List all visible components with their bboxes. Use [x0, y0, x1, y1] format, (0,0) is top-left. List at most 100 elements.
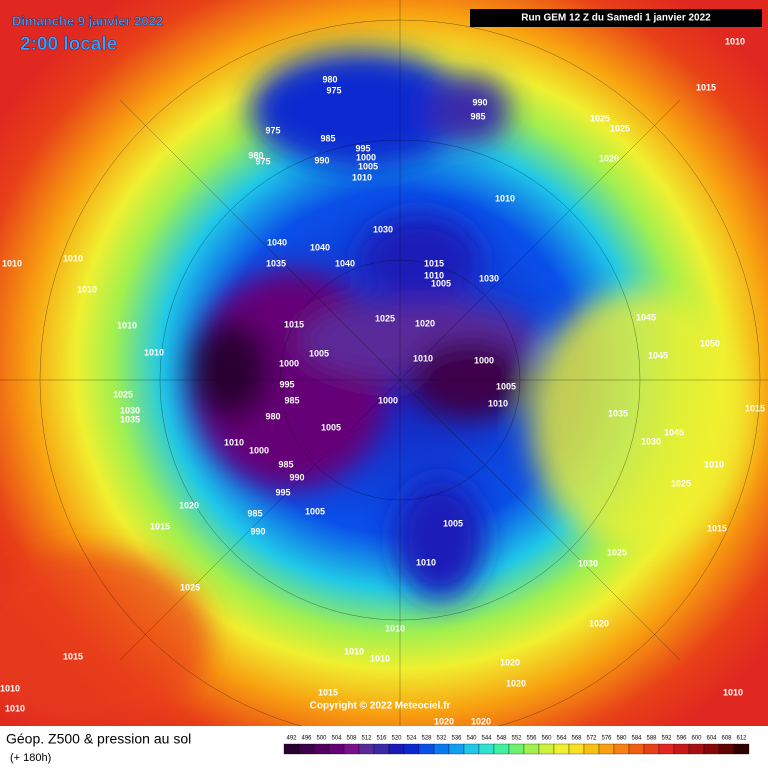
isobar-label: 1005: [443, 518, 463, 528]
isobar-label: 1025: [375, 313, 395, 323]
isobar-label: 1010: [416, 557, 436, 567]
isobar-label: 1040: [267, 237, 287, 247]
isobar-label: 1010: [77, 284, 97, 294]
legend-swatch: [463, 743, 480, 755]
legend-label: 532: [436, 736, 447, 742]
isobar-label: 990: [250, 526, 265, 536]
legend-label: 536: [451, 736, 462, 742]
legend-label: 608: [721, 736, 732, 742]
legend-label: 520: [391, 736, 402, 742]
legend-swatch: [358, 743, 375, 755]
legend-label: 564: [556, 736, 567, 742]
isobar-label: 995: [279, 379, 294, 389]
legend-label: 496: [301, 736, 312, 742]
isobar-label: 1025: [113, 389, 133, 399]
isobar-label: 1010: [2, 258, 22, 268]
isobar-label: 1020: [179, 500, 199, 510]
legend-swatch: [478, 743, 495, 755]
isobar-label: 980: [248, 150, 263, 160]
legend-swatch: [658, 743, 675, 755]
legend-swatch: [703, 743, 720, 755]
legend-swatch: [583, 743, 600, 755]
isobar-label: 980: [265, 411, 280, 421]
legend-swatch: [448, 743, 465, 755]
isobar-label: 1005: [431, 278, 451, 288]
isobar-label: 1000: [474, 355, 494, 365]
isobar-label: 1045: [648, 350, 668, 360]
isobar-label: 1015: [424, 258, 444, 268]
isobar-label: 1010: [495, 193, 515, 203]
legend-label: 592: [661, 736, 672, 742]
legend-label: 560: [541, 736, 552, 742]
legend-label: 524: [406, 736, 417, 742]
legend-label: 576: [601, 736, 612, 742]
legend-label: 588: [646, 736, 657, 742]
isobar-label: 1010: [144, 347, 164, 357]
legend-swatch: [688, 743, 705, 755]
isobar-label: 1020: [589, 618, 609, 628]
isobar-label: 1030: [578, 558, 598, 568]
legend-swatch: [493, 743, 510, 755]
isobar-label: 1015: [150, 521, 170, 531]
isobar-label: 985: [247, 508, 262, 518]
legend-swatch: [523, 743, 540, 755]
isobar-label: 985: [470, 111, 485, 121]
footer-title: Géop. Z500 & pression au sol: [6, 731, 191, 747]
isobar-label: 1035: [266, 258, 286, 268]
legend-swatch: [598, 743, 615, 755]
isobar-label: 985: [284, 395, 299, 405]
isobar-label: 995: [355, 143, 370, 153]
run-label: Run GEM 12 Z du Samedi 1 janvier 2022: [521, 13, 711, 24]
legend-label: 556: [526, 736, 537, 742]
isobar-label: 1010: [344, 646, 364, 656]
isobar-label: 1010: [63, 253, 83, 263]
legend-label: 544: [481, 736, 492, 742]
legend-label: 580: [616, 736, 627, 742]
legend-label: 604: [706, 736, 717, 742]
isobar-label: 1020: [471, 716, 491, 726]
legend-swatch: [388, 743, 405, 755]
isobar-label: 1015: [318, 687, 338, 697]
legend-label: 500: [316, 736, 327, 742]
legend-swatch: [613, 743, 630, 755]
isobar-label: 1045: [636, 312, 656, 322]
isobar-label: 1045: [664, 427, 684, 437]
isobar-label: 1020: [599, 153, 619, 163]
legend-swatch: [328, 743, 345, 755]
legend-label: 504: [331, 736, 342, 742]
isobar-label: 1020: [500, 657, 520, 667]
legend-label: 548: [496, 736, 507, 742]
date-label: Dimanche 9 janvier 2022: [12, 13, 163, 28]
legend-swatch: [418, 743, 435, 755]
isobar-label: 975: [265, 125, 280, 135]
legend-label: 492: [286, 736, 297, 742]
isobar-label: 1030: [373, 224, 393, 234]
isobar-label: 1025: [607, 547, 627, 557]
isobar-label: 1015: [696, 82, 716, 92]
isobar-label: 1030: [479, 273, 499, 283]
legend-label: 528: [421, 736, 432, 742]
isobar-label: 1025: [180, 582, 200, 592]
run-box: [470, 9, 762, 27]
isobar-label: 1010: [370, 653, 390, 663]
footer-lead: (+ 180h): [10, 752, 51, 764]
legend-swatch: [373, 743, 390, 755]
legend-swatch: [628, 743, 645, 755]
isobar-label: 1010: [385, 623, 405, 633]
isobar-label: 1005: [321, 422, 341, 432]
legend-label: 512: [361, 736, 372, 742]
isobar-label: 1025: [590, 113, 610, 123]
isobar-label: 1020: [506, 678, 526, 688]
isobar-label: 1010: [424, 270, 444, 280]
isobar-label: 1010: [5, 703, 25, 713]
isobar-label: 1010: [488, 398, 508, 408]
legend-label: 584: [631, 736, 642, 742]
legend-label: 516: [376, 736, 387, 742]
isobar-label: 1035: [608, 408, 628, 418]
copyright: Copyright © 2022 Meteociel.fr: [310, 701, 451, 712]
time-label: 2:00 locale: [20, 34, 117, 55]
isobar-label: 1020: [415, 318, 435, 328]
legend-label: 600: [691, 736, 702, 742]
